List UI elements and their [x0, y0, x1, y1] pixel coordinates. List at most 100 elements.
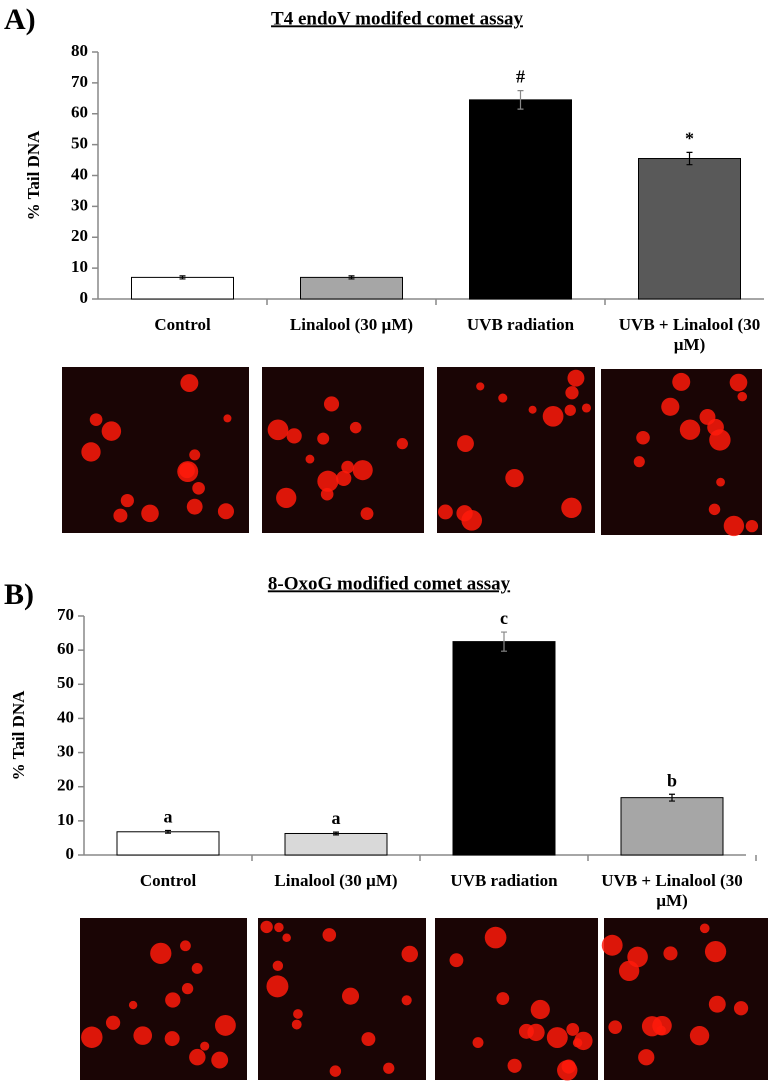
comet-spot [267, 419, 289, 441]
comet-spot [317, 470, 339, 492]
comet-spot [716, 477, 725, 487]
comet-spot [638, 1049, 655, 1066]
y-tick-label: 0 [66, 844, 75, 863]
comet-image [258, 918, 426, 1080]
y-tick-label: 20 [57, 776, 74, 795]
comet-spot [352, 460, 373, 481]
bar [620, 797, 724, 856]
x-tick-label: UVB + Linalool (30 µM) [618, 315, 761, 354]
y-tick-label: 60 [71, 103, 88, 122]
bar-annotation: a [332, 808, 341, 828]
comet-spot [527, 1023, 545, 1042]
comet-spot [496, 992, 510, 1005]
bar [284, 832, 388, 856]
comet-spot [461, 510, 483, 531]
comet-spot [200, 1041, 210, 1051]
comet-spot [217, 503, 234, 520]
comet-spot [564, 404, 576, 416]
y-tick-label: 60 [57, 639, 74, 658]
comet-image [80, 918, 247, 1080]
comet-spot [322, 928, 337, 942]
comet-spot [342, 987, 360, 1005]
comet-spot [484, 926, 507, 949]
comet-spot [505, 468, 524, 488]
comet-spot [745, 519, 759, 533]
comet-spot [565, 386, 579, 400]
comet-spot [323, 396, 340, 412]
y-tick-label: 30 [71, 195, 88, 214]
comet-spot [181, 983, 194, 995]
y-tick-label: 10 [57, 810, 74, 829]
comet-spot [656, 1025, 666, 1036]
y-tick-label: 70 [71, 72, 88, 91]
image-background [604, 918, 768, 1080]
comet-spot [341, 460, 354, 474]
y-tick-label: 20 [71, 226, 88, 245]
comet-spot [567, 369, 585, 387]
bar [116, 831, 220, 856]
comet-image [435, 918, 598, 1081]
comet-spot [336, 470, 352, 486]
comet-spot [581, 403, 592, 413]
comet-spot [546, 1027, 568, 1049]
image-background [435, 918, 598, 1080]
comet-spot [317, 432, 330, 445]
x-tick-label: Control [154, 315, 211, 334]
comet-spot [733, 1001, 749, 1016]
comet-spot [305, 454, 315, 464]
comet-spot [507, 1058, 522, 1073]
y-tick-label: 30 [57, 741, 74, 760]
chart-title: 8-OxoG modified comet assay [268, 573, 511, 594]
bar [469, 99, 572, 300]
x-tick-label: UVB radiation [466, 315, 575, 334]
error-bar [686, 151, 693, 166]
comet-image [601, 369, 762, 537]
y-tick-label: 40 [57, 707, 74, 726]
comet-spot [81, 1026, 103, 1048]
comet-spot [89, 413, 103, 426]
comet-spot [699, 923, 710, 934]
comet-spot [180, 374, 199, 393]
comet-spot [266, 975, 289, 998]
bar-annotation: a [164, 807, 173, 827]
comet-spot [81, 442, 101, 462]
comet-spot [320, 487, 334, 501]
y-axis-label: % Tail DNA [9, 690, 28, 780]
comet-spot [101, 421, 122, 441]
comet-spot [120, 493, 134, 508]
comet-spot [704, 940, 727, 963]
y-axis-label: % Tail DNA [24, 130, 43, 220]
error-bar [517, 89, 524, 110]
comet-spot [566, 1023, 580, 1036]
comet-spot [329, 1065, 342, 1077]
error-bar [179, 275, 186, 280]
comet-spot [215, 1015, 236, 1036]
x-tick-label: Linalool (30 µM) [274, 871, 398, 890]
comet-image [437, 367, 595, 533]
comet-spot [401, 945, 418, 963]
comet-image [262, 367, 424, 533]
comet-spot [164, 1031, 180, 1047]
bar-annotation: c [500, 608, 508, 628]
bar [638, 158, 741, 300]
comet-spot [349, 421, 362, 434]
comet-spot [293, 1009, 303, 1019]
y-tick-label: 50 [57, 673, 74, 692]
image-background [262, 367, 424, 533]
comet-spot [165, 992, 181, 1008]
comet-spot [186, 498, 203, 515]
x-tick-label: UVB + Linalool (30 µM) [601, 871, 743, 910]
error-bar [165, 829, 171, 834]
comet-spot [663, 946, 678, 961]
comet-spot [192, 481, 205, 495]
error-bar [669, 793, 675, 802]
error-bar [348, 275, 355, 280]
comet-spot [472, 1037, 484, 1049]
comet-spot [457, 435, 474, 452]
bar [452, 641, 556, 856]
comet-spot [601, 934, 623, 956]
comet-spot [291, 1019, 302, 1030]
comet-spot [672, 372, 691, 391]
comet-spot [128, 1000, 138, 1010]
comet-spot [708, 995, 726, 1013]
